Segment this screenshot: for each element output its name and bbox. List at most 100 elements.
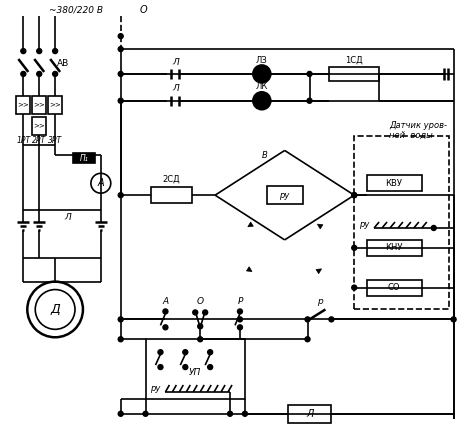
Text: О: О [140,5,147,16]
Text: УП: УП [189,368,201,377]
Circle shape [352,193,356,198]
Circle shape [238,317,242,322]
Text: Л: Л [65,213,71,222]
Circle shape [158,350,163,355]
Bar [151,187,192,203]
Text: АВ: АВ [57,59,69,69]
Circle shape [35,290,75,329]
Circle shape [118,47,123,51]
Circle shape [183,350,188,355]
Bar [267,186,302,204]
Circle shape [198,337,203,342]
Bar [32,117,46,135]
Polygon shape [316,269,322,274]
Circle shape [143,411,148,416]
Bar [145,339,245,399]
Text: Л: Л [306,409,313,419]
Text: >>: >> [49,102,61,108]
Circle shape [158,365,163,369]
Circle shape [118,317,123,322]
Bar [73,153,95,163]
Text: О: О [197,297,204,306]
Bar [367,280,422,295]
Bar [16,96,30,114]
Circle shape [118,98,123,103]
Text: А: А [162,297,169,306]
Circle shape [163,309,168,314]
Circle shape [253,65,271,83]
Text: Д: Д [50,303,60,316]
Text: Р: Р [237,297,243,306]
Circle shape [238,309,242,314]
Circle shape [208,350,212,355]
Text: КВУ: КВУ [385,179,403,188]
Text: Датчик уров-: Датчик уров- [389,121,447,130]
Text: >>: >> [34,102,45,108]
Bar [354,136,449,310]
Circle shape [253,92,271,110]
Bar [32,96,46,114]
Circle shape [183,365,188,369]
Text: >>: >> [17,102,29,108]
Text: Л: Л [172,84,179,93]
Circle shape [307,71,312,76]
Bar [48,96,62,114]
Text: СО: СО [388,283,400,292]
Circle shape [238,325,242,330]
Circle shape [203,310,208,315]
Text: 2СД: 2СД [163,175,180,184]
Text: 3РТ: 3РТ [48,136,62,145]
Circle shape [451,317,456,322]
Circle shape [329,317,334,322]
Circle shape [431,225,436,230]
Polygon shape [247,267,252,272]
Polygon shape [317,224,323,229]
Text: ру: ру [151,385,161,393]
Text: ру: ру [280,190,290,200]
Circle shape [91,173,111,193]
Circle shape [352,193,356,198]
Text: В: В [262,151,267,160]
Text: А: А [97,178,104,188]
Text: ~380/220 В: ~380/220 В [49,6,103,15]
Text: П₁: П₁ [80,154,89,163]
Circle shape [53,71,58,76]
Text: ЛЗ: ЛЗ [256,55,267,65]
Circle shape [37,71,42,76]
Circle shape [198,324,203,329]
Circle shape [307,98,312,103]
Circle shape [352,285,356,290]
Circle shape [21,49,26,54]
Text: КНУ: КНУ [385,243,403,253]
Bar [367,175,422,191]
Circle shape [118,71,123,76]
Circle shape [118,337,123,342]
Circle shape [37,49,42,54]
Bar [288,405,331,423]
Circle shape [53,49,58,54]
Bar [329,67,379,81]
Circle shape [305,337,310,342]
Text: >>: >> [34,123,45,128]
Text: ру: ру [359,221,370,229]
Circle shape [118,193,123,198]
Circle shape [21,71,26,76]
Circle shape [227,411,233,416]
Circle shape [27,282,83,337]
Circle shape [305,317,310,322]
Bar [367,240,422,256]
Circle shape [118,34,123,39]
Circle shape [193,310,198,315]
Text: р: р [316,297,322,306]
Text: 2РТ: 2РТ [32,136,47,145]
Circle shape [118,411,123,416]
Circle shape [352,245,356,250]
Text: ней  воды: ней воды [389,131,433,140]
Circle shape [208,365,212,369]
Text: ЛК: ЛК [256,82,268,91]
Text: 1РТ: 1РТ [16,136,30,145]
Circle shape [242,411,247,416]
Polygon shape [248,222,254,227]
Circle shape [163,325,168,330]
Text: 1СД: 1СД [345,55,363,65]
